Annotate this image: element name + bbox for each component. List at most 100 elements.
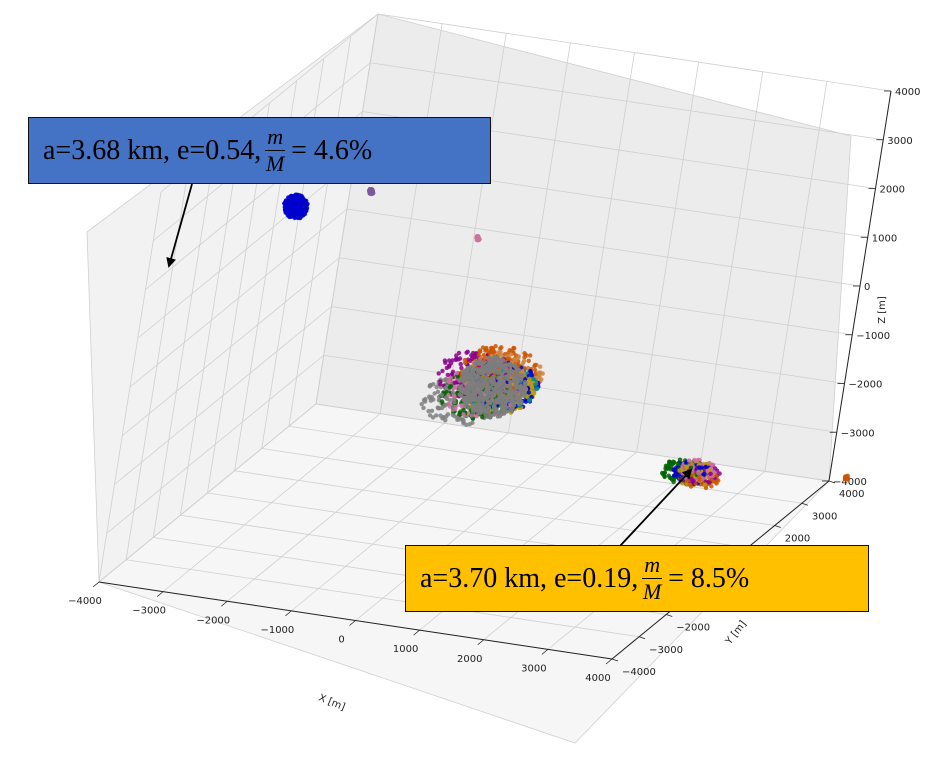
y-tick-label: 4000 bbox=[839, 489, 864, 500]
particle-point bbox=[440, 368, 445, 374]
y-tick bbox=[666, 614, 673, 617]
y-tick bbox=[638, 636, 646, 640]
x-tick bbox=[220, 600, 228, 607]
particle-point bbox=[508, 352, 514, 357]
y-tick bbox=[801, 502, 809, 506]
particle-point bbox=[663, 466, 668, 471]
particle-point bbox=[711, 462, 716, 468]
y-axis-label: Y [m] bbox=[723, 619, 749, 648]
particle-point bbox=[493, 344, 498, 349]
particle-point bbox=[512, 346, 517, 351]
particle-point bbox=[466, 405, 471, 410]
particle-point bbox=[691, 478, 696, 484]
particle-point bbox=[508, 361, 513, 366]
annotation-box-1: a=3.68 km, e=0.54, m M = 4.6% bbox=[28, 117, 491, 184]
x-tick-label: −3000 bbox=[132, 606, 166, 617]
particle-point bbox=[370, 189, 375, 194]
particle-point bbox=[480, 378, 485, 383]
particle-point bbox=[516, 402, 521, 406]
particle-point bbox=[494, 398, 499, 402]
particle-point bbox=[672, 473, 677, 478]
particle-point bbox=[488, 349, 494, 355]
particle-point bbox=[511, 369, 516, 374]
particle-point bbox=[517, 373, 522, 378]
particle-point bbox=[439, 399, 445, 404]
grid-line bbox=[261, 448, 775, 526]
particle-point bbox=[717, 471, 722, 476]
particle-point bbox=[671, 461, 676, 466]
particle-point bbox=[511, 374, 516, 379]
particle-point bbox=[499, 408, 504, 413]
x-tick bbox=[541, 649, 549, 655]
particle-point bbox=[471, 403, 476, 407]
particle-point bbox=[489, 391, 494, 396]
particle-point bbox=[680, 470, 685, 476]
particle-point bbox=[684, 478, 690, 483]
x-tick-label: −2000 bbox=[196, 615, 230, 626]
particle-point bbox=[454, 356, 459, 361]
z-tick-label: −3000 bbox=[841, 428, 875, 439]
y-tick bbox=[611, 658, 619, 662]
particle-point bbox=[294, 192, 299, 197]
particle-point bbox=[479, 391, 484, 396]
particle-point bbox=[476, 359, 481, 364]
annotation-arrow-2 bbox=[619, 468, 693, 547]
x-tick-label: 4000 bbox=[585, 673, 610, 684]
grid-line bbox=[315, 13, 379, 405]
x-tick bbox=[605, 658, 613, 665]
cluster-fragment-a bbox=[367, 186, 376, 197]
particle-point bbox=[702, 471, 707, 477]
particle-point bbox=[471, 394, 476, 399]
particle-point bbox=[660, 472, 666, 477]
particle-point bbox=[513, 364, 518, 369]
particle-point bbox=[709, 484, 714, 489]
particle-point bbox=[448, 361, 454, 366]
particle-point bbox=[301, 201, 306, 206]
particle-point bbox=[472, 367, 477, 372]
y-tick-label: −3000 bbox=[649, 645, 683, 656]
particle-clusters bbox=[282, 186, 851, 491]
particle-point bbox=[477, 379, 482, 384]
particle-point bbox=[716, 478, 721, 483]
particle-point bbox=[502, 382, 506, 387]
x-axis-label: X [m] bbox=[317, 693, 347, 714]
particle-point bbox=[523, 385, 528, 390]
particle-point bbox=[522, 381, 527, 386]
particle-point bbox=[530, 384, 535, 390]
particle-point bbox=[538, 364, 543, 369]
particle-point bbox=[444, 365, 449, 371]
particle-point bbox=[480, 415, 485, 420]
particle-point bbox=[436, 371, 441, 376]
particle-point bbox=[296, 215, 301, 220]
particle-point bbox=[447, 385, 452, 390]
particle-point bbox=[675, 473, 681, 478]
z-tick-label: 2000 bbox=[880, 185, 905, 196]
particle-point bbox=[474, 406, 479, 410]
x-tick-label: −1000 bbox=[260, 625, 294, 636]
particle-point bbox=[507, 371, 512, 376]
particle-point bbox=[513, 358, 518, 363]
particle-point bbox=[473, 351, 478, 357]
particle-point bbox=[429, 408, 435, 413]
particle-point bbox=[421, 397, 427, 403]
y-tick-label: 2000 bbox=[785, 534, 810, 545]
particle-point bbox=[713, 466, 718, 471]
particle-point bbox=[444, 396, 450, 401]
particle-point bbox=[470, 379, 475, 384]
particle-point bbox=[535, 375, 540, 380]
y-tick-label: −4000 bbox=[622, 667, 656, 678]
particle-point bbox=[478, 383, 483, 388]
cluster-fragment-c bbox=[842, 473, 851, 482]
particle-point bbox=[439, 392, 444, 398]
annotation-1-text: a=3.68 km, e=0.54, bbox=[43, 134, 262, 166]
particle-point bbox=[467, 372, 472, 377]
particle-point bbox=[467, 398, 472, 403]
particle-point bbox=[453, 406, 458, 411]
particle-point bbox=[504, 405, 509, 410]
particle-point bbox=[475, 373, 480, 378]
particle-point bbox=[844, 476, 850, 481]
particle-point bbox=[450, 369, 456, 374]
particle-point bbox=[292, 214, 297, 219]
particle-point bbox=[461, 407, 466, 413]
